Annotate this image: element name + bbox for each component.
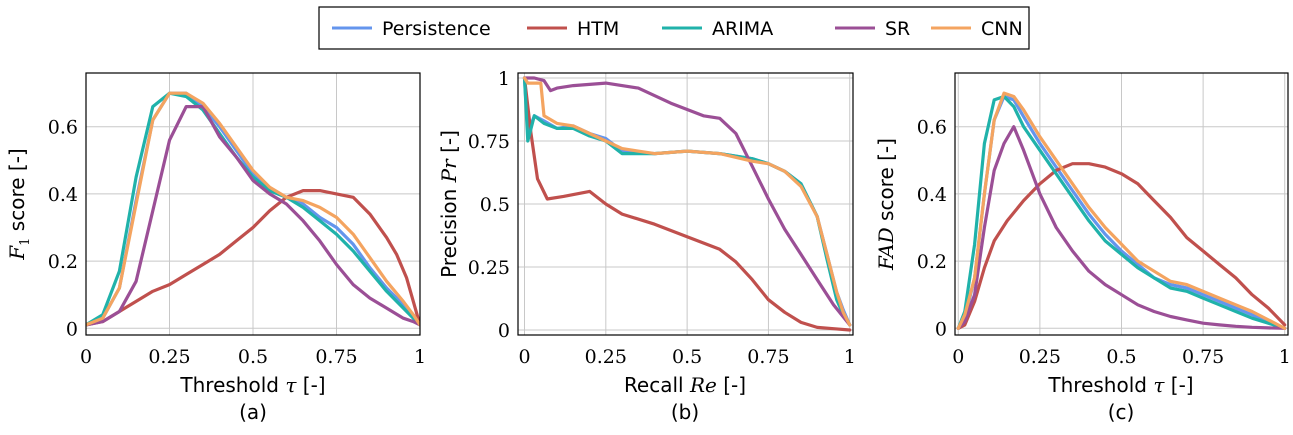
x-axis-label-text: Recall — [624, 373, 690, 397]
x-axis-label-text: Threshold — [179, 373, 285, 397]
x-axis-label-unit: [-] — [717, 373, 746, 397]
y-axis-label-text: score [-] — [5, 148, 29, 237]
x-tick-label: 1 — [1279, 346, 1291, 368]
y-axis-label-symbol: Pr — [437, 158, 461, 183]
y-axis-label-text: Precision — [437, 182, 461, 278]
x-tick-label: 0 — [952, 346, 964, 368]
y-tick-label: 0.6 — [917, 117, 947, 139]
x-tick-label: 0.5 — [1106, 346, 1136, 368]
y-tick-label: 0.5 — [480, 194, 510, 216]
series-line-sr — [956, 125, 1287, 330]
x-tick-label: 0.5 — [672, 346, 702, 368]
x-tick-label: 0.75 — [747, 346, 789, 368]
y-axis-label-subscript: 1 — [18, 238, 33, 246]
chart-panel-2: 0 0.25 0.5 0.75 1 0 0.25 0.5 0.75 1 Recall Re [-] (… — [437, 68, 856, 424]
x-axis-label-unit: [-] — [1164, 373, 1193, 397]
y-tick-label: 0.2 — [48, 251, 78, 273]
plot-frame — [85, 72, 421, 336]
series-line-arima — [956, 94, 1287, 330]
y-axis-label: Precision Pr [-] — [437, 130, 461, 278]
legend-label-sr: SR — [885, 18, 910, 40]
panel-label: (c) — [1108, 400, 1135, 424]
y-tick-label: 0.25 — [468, 257, 510, 279]
series-line-cnn — [522, 76, 852, 327]
legend-label-cnn: CNN — [981, 18, 1023, 40]
y-tick-label: 0 — [498, 320, 510, 342]
y-axis-label-symbol: FAD — [874, 227, 898, 271]
x-tick-label: 0.25 — [1019, 346, 1061, 368]
y-axis-label: F1 score [-] — [5, 148, 33, 260]
y-tick-label: 0 — [66, 318, 78, 340]
x-tick-label: 0.75 — [315, 346, 357, 368]
x-tick-label: 0.25 — [148, 346, 190, 368]
legend-label-arima: ARIMA — [712, 18, 773, 40]
y-axis-label: FAD score [-] — [874, 138, 898, 271]
series-line-htm — [522, 76, 852, 332]
y-tick-label: 0.4 — [917, 184, 947, 206]
x-axis-label: Threshold τ [-] — [1047, 373, 1193, 397]
x-axis-label: Threshold τ [-] — [179, 373, 325, 397]
panel-label: (a) — [239, 400, 267, 424]
y-tick-label: 0 — [935, 318, 947, 340]
x-tick-label: 0.75 — [1182, 346, 1224, 368]
x-tick-label: 0.25 — [585, 346, 627, 368]
y-axis-label-unit: [-] — [437, 130, 461, 159]
series-line-arima — [86, 91, 420, 327]
plot-frame — [517, 72, 854, 336]
chart-panel-1: 0 0.25 0.5 0.75 1 0 0.2 0.4 0.6 Threshold τ [-] (a… — [5, 72, 426, 424]
series-line-cnn — [86, 91, 420, 327]
x-axis-label-unit: [-] — [296, 373, 325, 397]
chart-panel-3: 0 0.25 0.5 0.75 1 0 0.2 0.4 0.6 Threshold τ [-] (c… — [874, 72, 1291, 424]
y-tick-label: 0.6 — [48, 117, 78, 139]
plot-frame — [954, 72, 1289, 336]
x-axis-label-text: Threshold — [1047, 373, 1153, 397]
panel-label: (b) — [671, 400, 699, 424]
y-tick-label: 1 — [498, 68, 510, 90]
series-line-htm — [956, 162, 1287, 330]
legend: Persistence HTM ARIMA SR CNN — [318, 6, 1030, 50]
series-line-cnn — [956, 91, 1287, 330]
series-line-sr — [86, 105, 420, 327]
y-tick-label: 0.4 — [48, 184, 78, 206]
x-tick-label: 0 — [80, 346, 92, 368]
legend-label-htm: HTM — [577, 18, 619, 40]
x-tick-label: 1 — [414, 346, 426, 368]
x-tick-label: 1 — [844, 346, 856, 368]
y-axis-label-text: score [-] — [874, 138, 898, 227]
series-line-htm — [86, 189, 420, 327]
x-axis-label-symbol: τ — [285, 373, 297, 397]
series-line-sr — [522, 76, 852, 327]
x-axis-label-symbol: τ — [1153, 373, 1165, 397]
y-axis-label-symbol: F — [5, 245, 29, 261]
y-tick-label: 0.75 — [468, 131, 510, 153]
legend-label-persistence: Persistence — [382, 18, 491, 40]
x-axis-label-symbol: Re — [689, 373, 717, 397]
y-tick-label: 0.2 — [917, 251, 947, 273]
x-tick-label: 0.5 — [238, 346, 268, 368]
x-axis-label: Recall Re [-] — [624, 373, 746, 397]
x-tick-label: 0 — [518, 346, 530, 368]
